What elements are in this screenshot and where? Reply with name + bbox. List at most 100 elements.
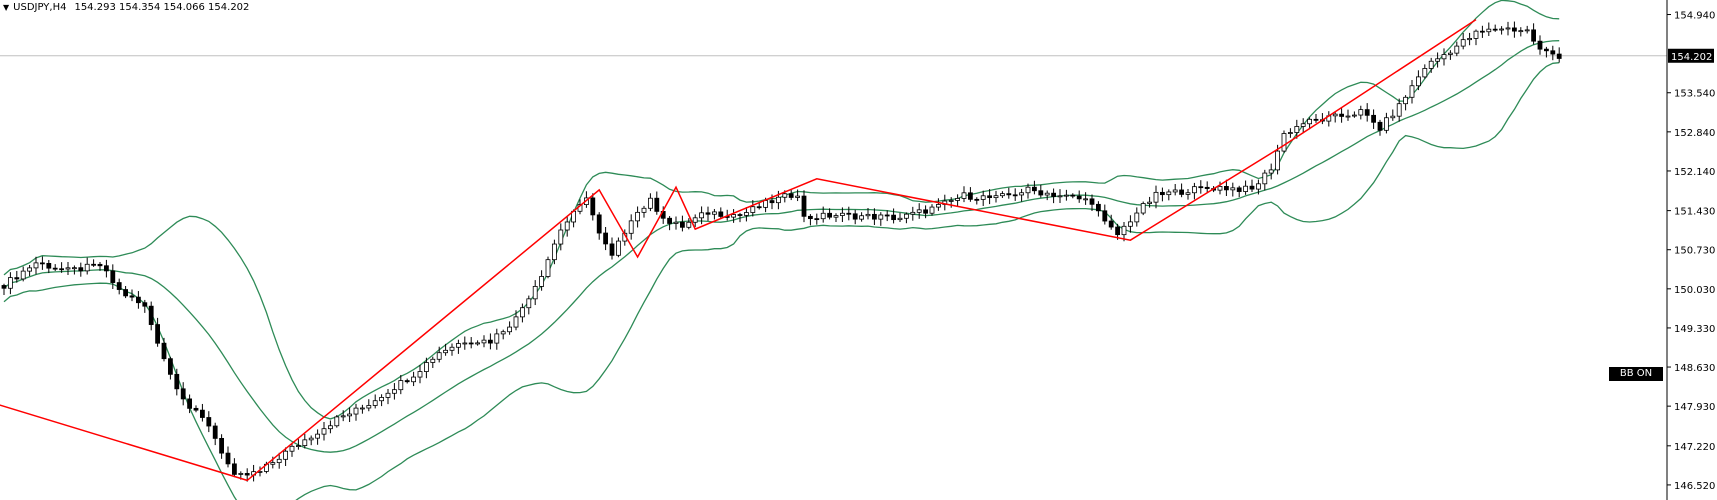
candle-body [104,265,109,272]
candle [180,382,186,406]
candle-body [321,428,327,435]
candle-body [667,217,672,224]
candle [808,214,813,226]
candle [1179,183,1184,198]
candle-body [1096,203,1101,212]
candle-body [980,195,986,200]
candle-body [411,376,417,383]
candle-body [244,473,250,476]
candle-body [1390,115,1396,119]
candle-body [289,445,295,452]
candle-body [449,346,455,351]
candle [1294,119,1300,139]
candle-body [142,302,148,307]
candle [974,197,980,205]
triangle-down-icon[interactable]: ▼ [3,3,10,12]
candle-body [904,213,909,219]
candle [174,368,180,396]
candle [423,357,429,379]
candle-body [948,200,954,202]
bb-on-badge[interactable]: BB ON [1609,367,1663,381]
candle [616,237,621,258]
price-tick: 154.940 [1667,11,1715,22]
candle-body [737,214,743,216]
candle [1147,196,1152,208]
candle [552,239,557,265]
candle-body [820,212,826,220]
candle-body [788,193,794,198]
candle [1345,109,1351,121]
candle [340,410,346,422]
candle-body [1153,191,1159,203]
candle [1032,180,1037,195]
candle [391,383,397,400]
candle-body [187,398,193,409]
candle-body [59,268,64,271]
candle [1262,169,1268,191]
candle-body [1524,29,1530,32]
candle [788,189,794,201]
candle [1428,57,1434,73]
candle-body [1339,113,1344,117]
candle [1096,201,1101,217]
candle [904,212,909,224]
candle [955,194,960,207]
candle-body [1480,30,1485,33]
candle [929,204,935,216]
bollinger-upper-band [3,0,1560,420]
candle-body [481,339,487,344]
candle [1102,204,1108,225]
candle [1153,185,1159,209]
candle [980,190,986,206]
candle [110,264,116,290]
candle [40,256,45,270]
candle-body [910,211,916,215]
candle [449,343,455,356]
candle [97,262,103,271]
candle-body [404,380,410,383]
candle [1006,187,1012,199]
current-price-label-text: 154.202 [1671,52,1712,63]
candle [1140,201,1146,216]
candle [315,429,321,445]
price-tick-label: 147.220 [1674,442,1715,453]
candle [244,468,250,482]
candle [1300,118,1306,134]
candle-body [1428,60,1434,69]
candle-body [1492,28,1498,31]
candle [1076,190,1082,203]
candle [494,328,500,350]
candle-body [1076,195,1082,200]
candle [123,285,128,299]
candle-body [609,243,615,256]
candle [231,458,237,478]
candle-body [1505,27,1511,30]
candle-body [1,285,7,289]
candle [1544,46,1549,58]
candle-body [1307,118,1312,125]
candle [712,208,717,220]
candle-body [1198,186,1204,189]
candle [1390,109,1396,121]
candle [859,212,864,222]
candle [1070,193,1076,199]
candle [443,343,449,356]
candle [1057,189,1063,204]
candle [321,422,327,441]
candle-body [1550,50,1556,55]
candle [359,404,365,414]
zigzag-overlay [0,18,1477,482]
candle-body [14,277,20,280]
candle [1396,98,1402,122]
candle-body [1422,68,1428,78]
price-tick-label: 150.030 [1674,285,1715,296]
candle-body [936,204,941,208]
candle-body [987,195,992,199]
candle-body [385,392,391,398]
candle [968,187,973,202]
candle [1038,184,1044,198]
price-axis[interactable]: 154.940 153.540 152.840 152.140 151.430 150.7… [1666,0,1715,500]
candle [1288,128,1293,138]
